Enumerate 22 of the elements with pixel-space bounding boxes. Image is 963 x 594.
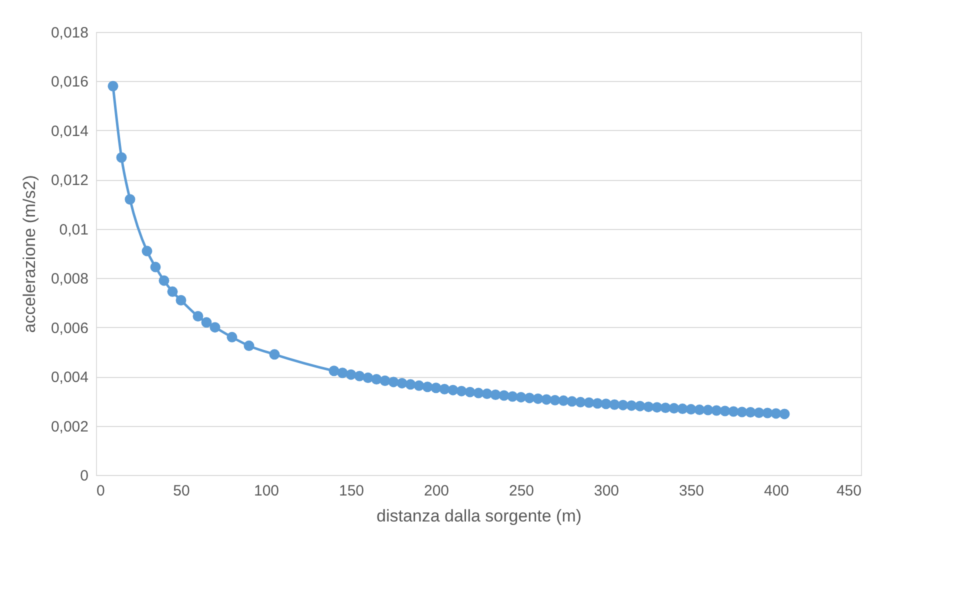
y-tick-label: 0,018 [50, 24, 88, 42]
x-tick-label: 350 [678, 482, 704, 500]
x-tick-label: 50 [173, 482, 190, 500]
y-tick-label: 0 [80, 468, 88, 484]
x-tick-label: 250 [508, 482, 534, 500]
y-tick-label: 0,004 [50, 369, 88, 386]
y-tick-label: 0,008 [50, 270, 88, 288]
x-tick-label: 450 [836, 482, 862, 500]
x-tick-label: 100 [254, 482, 280, 500]
y-tick-label: 0,01 [59, 221, 88, 238]
y-tick-label: 0,012 [50, 172, 88, 190]
y-tick-label: 0,002 [50, 418, 88, 436]
y-tick-label: 0,014 [50, 122, 88, 140]
y-tick-label: 0,016 [50, 74, 88, 91]
y-axis-title: accelerazione (m/s2) [20, 175, 39, 333]
x-tick-label: 0 [96, 482, 105, 500]
x-tick-label: 150 [338, 482, 364, 500]
x-tick-label: 200 [424, 482, 450, 500]
x-tick-label: 400 [764, 482, 790, 500]
x-tick-label: 300 [594, 482, 620, 500]
y-tick-label: 0,006 [50, 320, 88, 337]
x-axis-title: distanza dalla sorgente (m) [376, 506, 582, 526]
